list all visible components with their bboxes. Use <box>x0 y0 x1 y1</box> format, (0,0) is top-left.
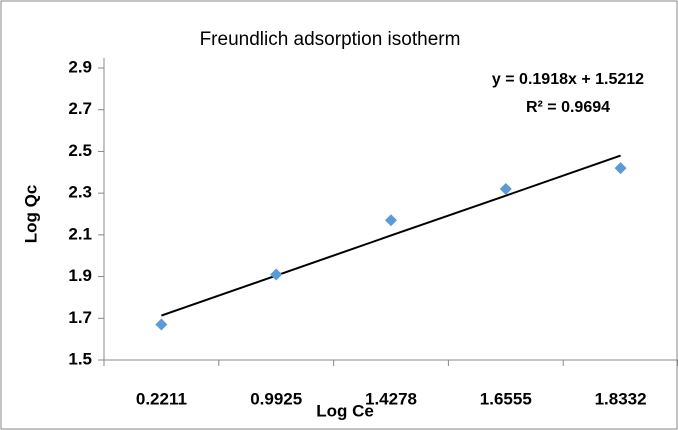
y-tick-label: 2.1 <box>68 224 92 243</box>
x-tick-label: 0.9925 <box>250 389 302 408</box>
trendline <box>161 154 621 317</box>
data-point <box>270 268 283 281</box>
y-tick-label: 2.3 <box>68 183 92 202</box>
data-point <box>614 162 627 175</box>
trend-r2: R² = 0.9694 <box>526 99 610 116</box>
chart-title: Freundlich adsorption isotherm <box>200 29 461 50</box>
x-axis-label: Log Ce <box>316 401 374 420</box>
x-tick-label: 1.4278 <box>365 389 417 408</box>
y-axis-label: Log Qc <box>21 185 40 244</box>
data-point <box>385 214 397 227</box>
y-tick-label: 1.9 <box>68 266 92 285</box>
y-tick-label: 2.5 <box>68 141 92 160</box>
y-tick-label: 2.9 <box>68 57 92 76</box>
y-tick-label: 1.7 <box>68 308 92 327</box>
y-tick-label: 1.5 <box>68 349 92 368</box>
data-point <box>155 318 168 331</box>
data-point <box>499 182 512 195</box>
x-tick-label: 0.2211 <box>136 389 187 408</box>
x-tick-label: 1.6555 <box>480 389 532 408</box>
trend-equation: y = 0.1918x + 1.5212 <box>492 71 644 88</box>
x-tick-label: 1.8332 <box>595 389 647 408</box>
y-tick-label: 2.7 <box>68 99 92 118</box>
